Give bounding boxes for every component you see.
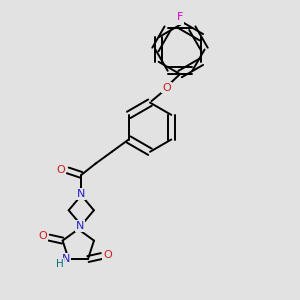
Text: F: F xyxy=(177,12,183,22)
Text: O: O xyxy=(103,250,112,260)
Text: N: N xyxy=(62,254,70,264)
Text: H: H xyxy=(56,259,64,269)
Text: N: N xyxy=(77,189,86,199)
Text: O: O xyxy=(39,231,47,241)
Text: N: N xyxy=(76,221,84,231)
Text: O: O xyxy=(57,165,66,175)
Text: O: O xyxy=(162,82,171,93)
Text: F: F xyxy=(177,14,183,24)
